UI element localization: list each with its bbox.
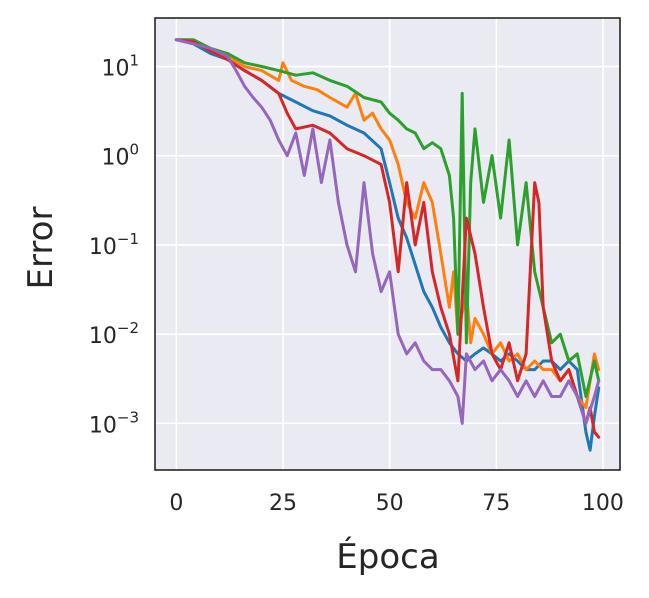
series-line-2 xyxy=(174,38,601,410)
y-axis-ticks: 101 100 10−1 10−2 10−3 xyxy=(89,52,139,439)
series-lines xyxy=(174,38,601,452)
x-tick-label: 50 xyxy=(376,491,404,516)
y-tick-label: 10−3 xyxy=(89,408,139,438)
series-line-1 xyxy=(174,38,601,452)
x-tick-label: 75 xyxy=(482,491,510,516)
series-line-5 xyxy=(174,38,601,425)
x-tick-label: 100 xyxy=(582,491,624,516)
x-tick-label: 25 xyxy=(269,491,297,516)
y-axis-title: Error xyxy=(21,207,61,290)
series-line-4 xyxy=(174,38,601,439)
plot-background xyxy=(155,18,620,470)
x-axis-ticks: 0 25 50 75 100 xyxy=(169,491,624,516)
x-tick-label: 0 xyxy=(169,491,183,516)
x-axis-title: Época xyxy=(336,536,439,577)
y-tick-label: 10−2 xyxy=(89,319,139,349)
y-tick-label: 100 xyxy=(101,141,139,171)
plot-frame xyxy=(154,17,621,471)
y-tick-label: 10−1 xyxy=(89,230,139,260)
y-tick-label: 101 xyxy=(101,52,139,82)
